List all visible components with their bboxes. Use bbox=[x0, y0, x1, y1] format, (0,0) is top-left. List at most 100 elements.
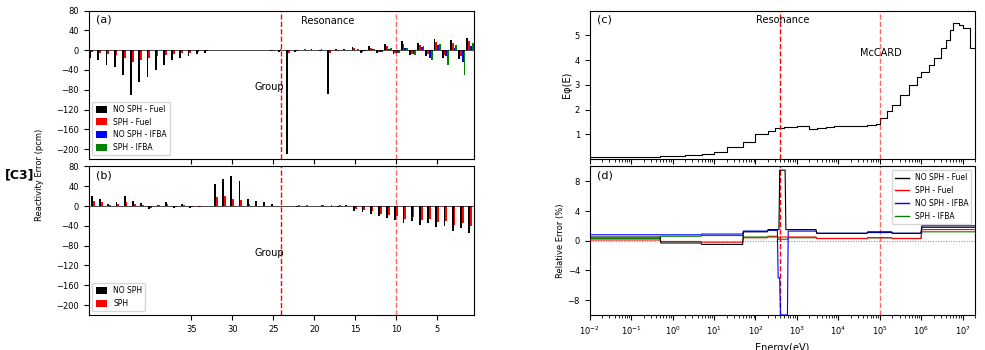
Bar bbox=[263, 202, 265, 206]
Bar bbox=[472, 43, 474, 50]
Bar bbox=[113, 50, 115, 68]
Text: (b): (b) bbox=[97, 171, 112, 181]
Y-axis label: Eφ(E): Eφ(E) bbox=[561, 72, 572, 98]
Bar bbox=[329, 50, 331, 52]
Bar bbox=[130, 50, 132, 94]
Bar bbox=[132, 50, 134, 63]
Bar bbox=[443, 50, 445, 55]
Bar bbox=[386, 46, 388, 50]
Bar bbox=[214, 184, 216, 206]
Bar bbox=[163, 50, 164, 65]
Bar bbox=[319, 50, 320, 51]
Text: (a): (a) bbox=[97, 15, 112, 25]
Bar bbox=[464, 50, 465, 75]
Bar bbox=[187, 50, 189, 56]
Bar bbox=[452, 206, 453, 231]
Bar bbox=[181, 204, 183, 206]
Text: Resonance: Resonance bbox=[755, 15, 809, 25]
Bar bbox=[429, 50, 430, 57]
Text: Group: Group bbox=[255, 248, 285, 258]
Bar bbox=[403, 206, 405, 223]
Bar bbox=[398, 50, 400, 53]
Bar bbox=[149, 206, 150, 209]
Bar bbox=[157, 50, 159, 56]
Bar bbox=[238, 181, 240, 206]
Bar bbox=[442, 50, 443, 57]
Bar bbox=[240, 200, 242, 206]
Bar bbox=[310, 49, 312, 50]
Bar bbox=[107, 50, 109, 54]
Text: (d): (d) bbox=[598, 171, 614, 181]
Bar bbox=[147, 50, 149, 77]
Bar bbox=[380, 50, 381, 51]
Bar bbox=[164, 202, 166, 206]
Bar bbox=[337, 50, 339, 51]
Bar bbox=[296, 50, 297, 51]
Bar bbox=[115, 202, 117, 206]
Bar bbox=[445, 206, 447, 221]
Text: Resonance: Resonance bbox=[301, 16, 355, 27]
Bar bbox=[413, 206, 415, 217]
Bar bbox=[150, 206, 152, 208]
Bar bbox=[327, 50, 329, 94]
Bar bbox=[189, 206, 191, 208]
Legend: NO SPH - Fuel, SPH - Fuel, NO SPH - IFBA, SPH - IFBA: NO SPH - Fuel, SPH - Fuel, NO SPH - IFBA… bbox=[93, 102, 169, 155]
Bar bbox=[361, 206, 363, 212]
Bar bbox=[230, 176, 232, 206]
Text: McCARD: McCARD bbox=[860, 48, 901, 58]
Bar bbox=[356, 206, 357, 209]
Bar bbox=[426, 50, 427, 56]
Bar bbox=[371, 206, 373, 211]
Bar bbox=[394, 206, 396, 220]
Bar bbox=[401, 41, 403, 50]
Bar bbox=[371, 49, 373, 50]
X-axis label: Energy(eV): Energy(eV) bbox=[755, 343, 810, 350]
Bar bbox=[361, 50, 363, 51]
Bar bbox=[378, 50, 380, 52]
Bar bbox=[304, 49, 306, 50]
Text: (c): (c) bbox=[598, 15, 613, 25]
Bar bbox=[179, 50, 181, 57]
Bar bbox=[418, 43, 419, 50]
Bar bbox=[306, 205, 307, 206]
Bar bbox=[411, 206, 413, 221]
Y-axis label: Relative Error (%): Relative Error (%) bbox=[556, 203, 564, 278]
Bar bbox=[297, 205, 299, 206]
Bar bbox=[89, 50, 91, 57]
Bar bbox=[415, 50, 417, 55]
Bar bbox=[196, 50, 198, 54]
Bar bbox=[443, 206, 445, 226]
Bar bbox=[100, 202, 102, 206]
Bar bbox=[134, 204, 136, 206]
Bar bbox=[357, 49, 359, 50]
Bar bbox=[423, 46, 425, 50]
Bar bbox=[288, 50, 290, 52]
Bar bbox=[360, 50, 361, 52]
Bar bbox=[363, 50, 365, 51]
Bar bbox=[429, 206, 430, 219]
Bar bbox=[430, 50, 432, 60]
Bar bbox=[91, 50, 93, 52]
Bar bbox=[107, 204, 109, 206]
Bar bbox=[248, 204, 250, 206]
Bar bbox=[125, 202, 127, 206]
Bar bbox=[462, 206, 464, 223]
Bar bbox=[354, 48, 356, 50]
Bar bbox=[462, 50, 464, 63]
Bar bbox=[345, 205, 347, 206]
Bar bbox=[173, 50, 174, 54]
Bar bbox=[380, 206, 381, 213]
Bar bbox=[91, 196, 93, 206]
Bar bbox=[394, 50, 396, 52]
Bar bbox=[159, 205, 161, 206]
Bar bbox=[450, 40, 452, 50]
Bar bbox=[470, 46, 472, 50]
Bar bbox=[421, 47, 423, 50]
Bar bbox=[390, 48, 392, 50]
Legend: NO SPH - Fuel, SPH - Fuel, NO SPH - IFBA, SPH - IFBA: NO SPH - Fuel, SPH - Fuel, NO SPH - IFBA… bbox=[891, 170, 971, 224]
Bar bbox=[445, 50, 447, 56]
Bar bbox=[138, 50, 140, 82]
Bar bbox=[396, 206, 398, 216]
Bar bbox=[413, 50, 415, 54]
Bar bbox=[437, 206, 439, 222]
